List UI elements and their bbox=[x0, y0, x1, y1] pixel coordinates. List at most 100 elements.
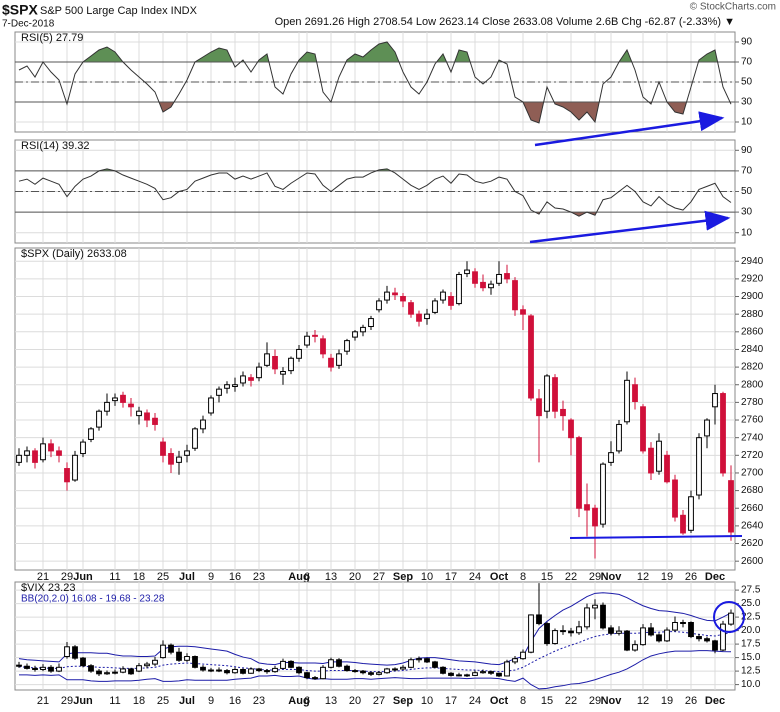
candle-body bbox=[272, 667, 278, 673]
candle-body bbox=[696, 437, 702, 496]
candle-body bbox=[472, 672, 478, 676]
x-tick-label: 13 bbox=[325, 695, 337, 707]
y-tick-label: 2760 bbox=[741, 415, 764, 426]
x-tick-label: Jun bbox=[73, 571, 93, 583]
y-tick-label: 2720 bbox=[741, 450, 764, 461]
candle-body bbox=[336, 353, 342, 366]
x-tick-label: 27 bbox=[373, 571, 385, 583]
candle-body bbox=[536, 398, 542, 417]
x-tick-label: 19 bbox=[661, 571, 673, 583]
x-tick-label: Sep bbox=[393, 695, 413, 707]
candle-body bbox=[536, 614, 542, 625]
candle-body bbox=[128, 668, 134, 675]
candle-body bbox=[240, 668, 246, 674]
candle-body bbox=[600, 463, 606, 525]
candle-body bbox=[480, 671, 486, 674]
x-tick-label: Nov bbox=[601, 571, 623, 583]
candle-body bbox=[256, 366, 262, 379]
x-tick-label: 26 bbox=[685, 695, 697, 707]
candle-body bbox=[72, 454, 78, 481]
overbought-fill bbox=[19, 42, 731, 62]
y-tick-label: 2680 bbox=[741, 485, 764, 496]
x-tick-label: 25 bbox=[157, 695, 169, 707]
candle-body bbox=[632, 384, 638, 403]
y-tick-label: 30 bbox=[741, 207, 753, 218]
candle-body bbox=[624, 630, 630, 651]
candle-body bbox=[56, 450, 62, 456]
candle-body bbox=[328, 659, 334, 668]
candle-body bbox=[648, 447, 654, 474]
candle-body bbox=[264, 353, 270, 366]
candle-body bbox=[640, 627, 646, 646]
candle-body bbox=[560, 630, 566, 633]
candle-body bbox=[160, 644, 166, 659]
candle-body bbox=[376, 300, 382, 311]
candle-body bbox=[40, 443, 46, 461]
candle-body bbox=[264, 670, 270, 673]
candle-body bbox=[384, 668, 390, 674]
y-tick-label: 2940 bbox=[741, 256, 764, 267]
candle-body bbox=[272, 356, 278, 370]
security-name: S&P 500 Large Cap Index INDX bbox=[40, 5, 198, 17]
candle-body bbox=[584, 504, 590, 511]
panel-label: RSI(5) 27.79 bbox=[21, 32, 83, 44]
candle-body bbox=[120, 394, 126, 403]
x-tick-label: 11 bbox=[109, 695, 120, 707]
x-tick-label: Oct bbox=[490, 695, 509, 707]
candle-body bbox=[184, 656, 190, 661]
panel: 10 30 50 70 90 RSI(14) 39.32 bbox=[14, 139, 753, 244]
y-tick-label: 17.5 bbox=[741, 639, 761, 650]
x-tick-label: 23 bbox=[253, 695, 265, 707]
candle-body bbox=[296, 348, 302, 359]
quote: Open 2691.26 High 2708.54 Low 2623.14 Cl… bbox=[275, 16, 735, 28]
x-tick-label: 18 bbox=[133, 695, 145, 707]
candle-body bbox=[432, 661, 438, 668]
y-tick-label: 25.0 bbox=[741, 598, 761, 609]
x-tick-label: 10 bbox=[421, 695, 433, 707]
candle-body bbox=[136, 665, 142, 672]
candle-body bbox=[40, 666, 46, 670]
candle-body bbox=[440, 291, 446, 301]
x-tick-label: Jun bbox=[73, 695, 93, 707]
candle-body bbox=[240, 375, 246, 384]
candle-body bbox=[408, 659, 414, 668]
x-tick-label: Aug bbox=[288, 695, 309, 707]
candle-body bbox=[512, 658, 518, 663]
candle-body bbox=[32, 450, 38, 463]
x-tick-label: 27 bbox=[373, 695, 385, 707]
panel-frame bbox=[14, 247, 736, 571]
candle-body bbox=[440, 666, 446, 674]
candle-body bbox=[624, 379, 630, 423]
candle-body bbox=[504, 661, 510, 677]
x-tick-label: 21 bbox=[37, 571, 49, 583]
candle-body bbox=[96, 410, 102, 428]
candle-body bbox=[152, 659, 158, 665]
x-tick-label: 17 bbox=[445, 571, 457, 583]
candle-body bbox=[464, 674, 470, 677]
panel-label: $VIX 23.23 bbox=[21, 582, 75, 594]
candle-body bbox=[616, 630, 622, 634]
y-tick-label: 30 bbox=[741, 97, 753, 108]
x-tick-label: 29 bbox=[589, 571, 601, 583]
x-tick-label: 21 bbox=[37, 695, 49, 707]
candle-body bbox=[104, 401, 110, 412]
bollinger-upper bbox=[18, 592, 732, 666]
x-tick-label: 11 bbox=[109, 571, 120, 583]
candle-body bbox=[280, 371, 286, 375]
candle-body bbox=[584, 607, 590, 628]
y-tick-label: 10 bbox=[741, 117, 753, 128]
candle-body bbox=[144, 412, 150, 421]
candle-body bbox=[208, 669, 214, 672]
candle-body bbox=[408, 302, 414, 315]
candle-body bbox=[728, 480, 734, 533]
rsi-line bbox=[18, 168, 732, 217]
candle-body bbox=[200, 419, 206, 430]
candle-body bbox=[232, 384, 238, 388]
candle-body bbox=[48, 666, 54, 672]
candle-body bbox=[520, 651, 526, 660]
x-tick-label: 9 bbox=[208, 695, 214, 707]
candle-body bbox=[568, 630, 574, 634]
candle-body bbox=[552, 630, 558, 645]
x-tick-label: 8 bbox=[520, 571, 526, 583]
